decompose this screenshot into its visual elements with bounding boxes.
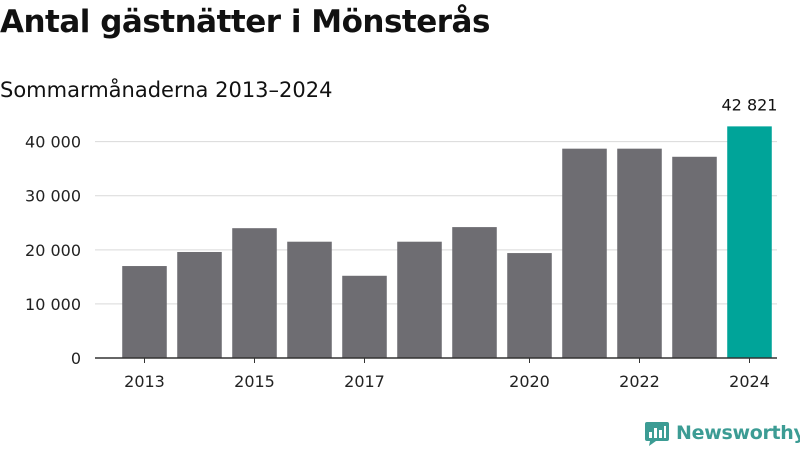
bar-2023 — [672, 156, 717, 358]
x-tick-label: 2024 — [729, 372, 770, 391]
x-tick-label: 2022 — [619, 372, 660, 391]
y-tick-label: 0 — [71, 349, 81, 368]
newsworthy-logo-icon — [645, 422, 669, 446]
x-tick-label: 2013 — [124, 372, 165, 391]
bar-2017 — [342, 275, 387, 358]
bar-2016 — [287, 241, 332, 358]
x-tick-label: 2017 — [344, 372, 385, 391]
chart-title: Antal gästnätter i Mönsterås — [0, 4, 490, 40]
bar-2019 — [452, 227, 497, 358]
y-tick-label: 20 000 — [25, 241, 81, 260]
bars — [122, 126, 772, 358]
newsworthy-logo: Newsworthy — [644, 420, 800, 446]
newsworthy-logo-text: Newsworthy — [676, 422, 800, 444]
bar-2024 — [727, 126, 772, 358]
x-tick-labels: 2013 2015 2017 2020 2022 2024 — [124, 372, 770, 391]
y-tick-label: 10 000 — [25, 295, 81, 314]
bar-2021 — [562, 148, 607, 358]
y-tick-labels: 0 10 000 20 000 30 000 40 000 — [25, 133, 81, 368]
data-labels: 42 821 — [722, 95, 778, 114]
bar-2013 — [122, 266, 167, 358]
x-tick-marks — [144, 358, 750, 363]
y-tick-label: 40 000 — [25, 133, 81, 152]
chart-subtitle: Sommarmånaderna 2013–2024 — [0, 78, 333, 102]
bar-2015 — [232, 228, 277, 358]
x-tick-label: 2020 — [509, 372, 550, 391]
bar-2014 — [177, 251, 222, 358]
data-label: 42 821 — [722, 95, 778, 114]
bar-2018 — [397, 241, 442, 358]
bar-2020 — [507, 253, 552, 358]
x-tick-label: 2015 — [234, 372, 275, 391]
y-tick-label: 30 000 — [25, 187, 81, 206]
bar-2022 — [617, 148, 662, 358]
